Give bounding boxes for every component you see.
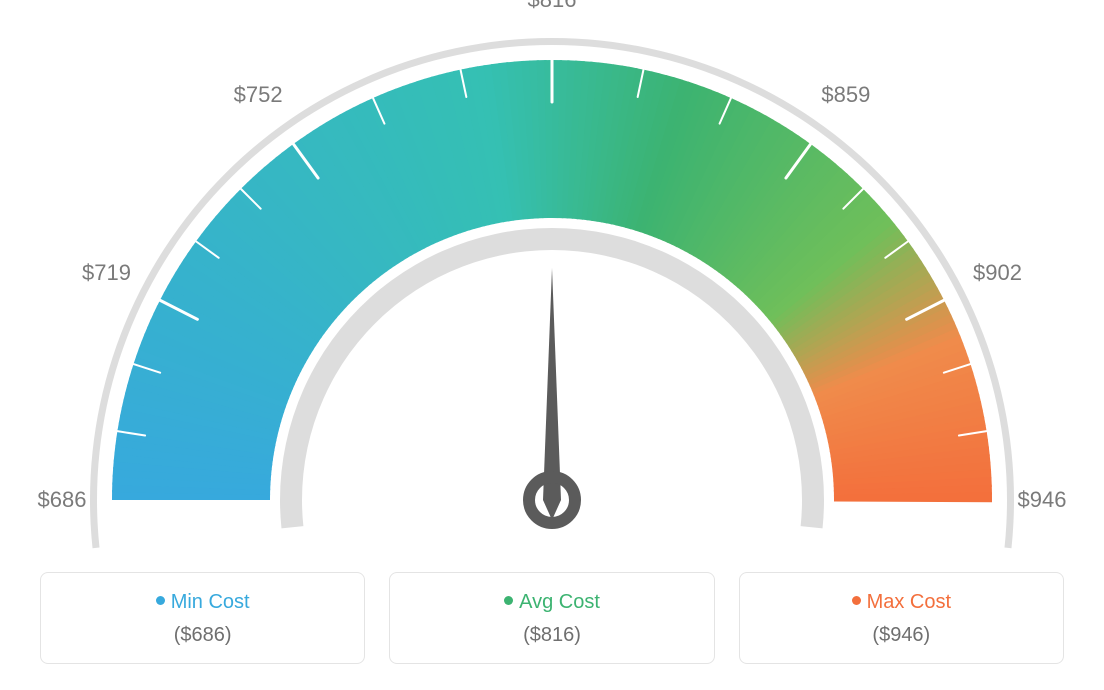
legend-label-text: Min Cost — [171, 591, 250, 613]
legend-label-min: Min Cost — [51, 591, 354, 614]
legend-label-max: Max Cost — [750, 591, 1053, 614]
dot-icon — [504, 596, 513, 605]
gauge-tick-label: $946 — [1018, 487, 1067, 513]
legend-value-min: ($686) — [51, 624, 354, 647]
gauge-tick-label: $752 — [234, 82, 283, 108]
gauge-chart: $686 $719 $752 $816 $859 $902 $946 — [0, 0, 1104, 560]
legend-card-min: Min Cost ($686) — [40, 572, 365, 664]
gauge-tick-label: $902 — [973, 260, 1022, 286]
gauge-svg — [0, 0, 1104, 560]
legend-label-text: Avg Cost — [519, 591, 600, 613]
legend-value-avg: ($816) — [400, 624, 703, 647]
gauge-tick-label: $686 — [38, 487, 87, 513]
gauge-tick-label: $816 — [528, 0, 577, 13]
legend-value-max: ($946) — [750, 624, 1053, 647]
legend-card-avg: Avg Cost ($816) — [389, 572, 714, 664]
legend-label-text: Max Cost — [867, 591, 951, 613]
gauge-tick-label: $859 — [821, 82, 870, 108]
cost-gauge-widget: $686 $719 $752 $816 $859 $902 $946 Min Cost ($… — [0, 0, 1104, 690]
legend-card-max: Max Cost ($946) — [739, 572, 1064, 664]
legend-label-avg: Avg Cost — [400, 591, 703, 614]
legend-row: Min Cost ($686) Avg Cost ($816) Max Cost… — [40, 572, 1064, 664]
dot-icon — [852, 596, 861, 605]
gauge-tick-label: $719 — [82, 260, 131, 286]
dot-icon — [156, 596, 165, 605]
